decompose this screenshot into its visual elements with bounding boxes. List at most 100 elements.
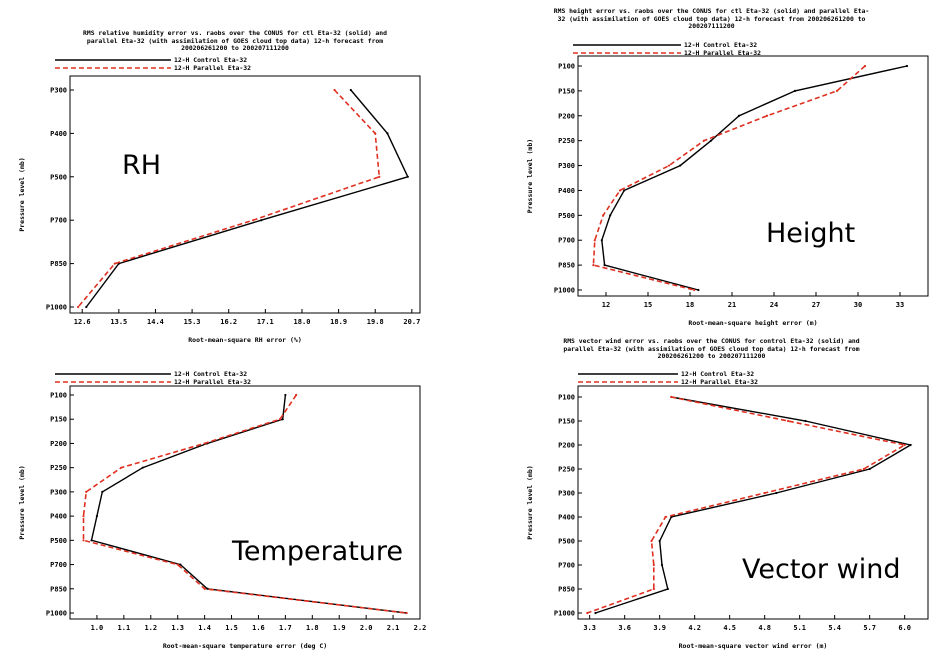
x-axis-label: Root-mean-square RH error (%) [188, 336, 302, 344]
data-point-control [95, 515, 99, 518]
rh-panel: RMS relative humidity error vs. raobs ov… [0, 0, 470, 360]
x-tick-label: 33 [896, 301, 904, 309]
x-axis-label: Root-mean-square height error (m) [688, 319, 817, 327]
y-axis-label: Pressure level (mb) [18, 465, 26, 539]
rh-chart: P300 P400 P500 P700 P850 P1000 12.6 13.5 14.4 15.… [18, 75, 421, 344]
y-tick-label: P250 [558, 466, 575, 474]
y-tick-label: P1000 [554, 287, 575, 295]
legend-parallel-label: 12-H Parallel Eta-32 [681, 378, 758, 386]
y-tick-label: P700 [50, 217, 67, 225]
x-tick-label: 1.5 [225, 624, 238, 632]
x-axis-label: Root-mean-square temperature error (deg … [163, 642, 327, 650]
data-point-parallel [652, 587, 655, 591]
rh-big-label: RH [122, 150, 162, 181]
data-point-parallel [176, 563, 179, 566]
x-tick-label: 14.4 [147, 318, 164, 326]
data-point-control [600, 239, 603, 242]
data-point-parallel [295, 393, 298, 397]
data-point-control [260, 219, 263, 222]
data-point-parallel [85, 490, 88, 493]
plot-frame [69, 385, 421, 620]
data-point-control [349, 88, 352, 92]
x-tick-label: 1.8 [306, 624, 319, 632]
series-line-parallel [77, 89, 381, 308]
data-point-control [206, 587, 209, 590]
x-tick-label: 6.0 [898, 624, 911, 632]
data-point-parallel [203, 587, 206, 590]
data-point-parallel [602, 214, 605, 217]
legend-parallel: 12-H Parallel Eta-32 [573, 49, 761, 57]
x-tick-label: 1.9 [333, 624, 346, 632]
wind-legend: 12-H Control Eta-32 12-H Parallel Eta-32 [578, 370, 758, 386]
data-point-control [85, 305, 88, 309]
x-tick-label: 12 [602, 301, 610, 309]
y-tick-label: P700 [50, 561, 67, 569]
y-tick-label: P400 [50, 130, 67, 138]
plot-frame [577, 385, 929, 620]
data-point-parallel [835, 89, 839, 92]
plot-frame [69, 75, 421, 314]
series-line-control [90, 394, 407, 614]
legend-parallel: 12-H Parallel Eta-32 [55, 64, 251, 72]
data-point-parallel [670, 395, 673, 399]
data-point-parallel [862, 467, 865, 471]
legend-control-label: 12-H Control Eta-32 [681, 370, 755, 378]
x-tick-label: 4.8 [758, 624, 771, 632]
data-point-control [90, 539, 93, 542]
y-tick-label: P150 [50, 416, 67, 424]
data-point-parallel [113, 262, 116, 265]
y-tick-label: P100 [558, 394, 575, 402]
data-point-control [909, 443, 912, 447]
data-point-control [386, 132, 389, 135]
y-tick-label: P300 [50, 87, 67, 95]
data-point-parallel [333, 88, 336, 92]
x-tick-label: 1.7 [279, 624, 292, 632]
y-tick-label: P250 [50, 464, 67, 472]
y-tick-label: P700 [558, 237, 575, 245]
y-tick-label: P200 [558, 112, 575, 120]
data-point-parallel [652, 563, 655, 567]
x-tick-label: 3.6 [618, 624, 631, 632]
data-point-control [660, 563, 664, 567]
series-line-control [85, 89, 409, 308]
x-tick-label: 20.7 [403, 318, 420, 326]
x-tick-label: 24 [770, 301, 778, 309]
x-tick-label: 5.4 [828, 624, 841, 632]
height-panel: RMS height error vs. raobs over the CONU… [478, 0, 945, 340]
data-point-parallel [763, 491, 766, 495]
data-point-control [594, 611, 597, 615]
x-tick-label: 5.7 [863, 624, 876, 632]
legend-control: 12-H Control Eta-32 [55, 370, 251, 378]
x-tick-label: 12.6 [74, 318, 91, 326]
y-tick-label: P850 [50, 585, 67, 593]
y-tick-label: P500 [558, 212, 575, 220]
data-point-control [623, 189, 626, 192]
data-point-parallel [378, 175, 381, 178]
x-axis-label: Root-mean-square vector wind error (m) [679, 642, 828, 650]
x-tick-label: 1.4 [198, 624, 211, 632]
data-point-control [101, 490, 104, 493]
y-tick-label: P850 [50, 260, 67, 268]
y-axis-label: Pressure level (mb) [18, 157, 26, 231]
data-point-parallel [693, 288, 696, 292]
legend-control-label: 12-H Control Eta-32 [174, 370, 248, 378]
data-point-parallel [592, 264, 595, 267]
y-tick-label: P400 [558, 514, 575, 522]
y-tick-label: P500 [558, 538, 575, 546]
x-tick-label: 30 [854, 301, 862, 309]
wind-panel: RMS vector wind error vs. raobs over the… [478, 332, 945, 656]
series-line-parallel [592, 65, 866, 291]
x-tick-label: 4.2 [688, 624, 701, 632]
x-tick-label: 17.1 [257, 318, 274, 326]
data-point-parallel [618, 189, 622, 192]
data-point-parallel [650, 539, 653, 543]
x-tick-label: 1.6 [252, 624, 265, 632]
data-point-parallel [405, 611, 408, 615]
data-point-parallel [786, 419, 790, 423]
legend-parallel: 12-H Parallel Eta-32 [578, 378, 758, 386]
x-tick-label: 13.5 [110, 318, 127, 326]
x-tick-label: 1.0 [91, 624, 104, 632]
data-point-parallel [120, 466, 123, 469]
legend-parallel-label: 12-H Parallel Eta-32 [174, 64, 251, 72]
x-tick-label: 2.0 [360, 624, 373, 632]
